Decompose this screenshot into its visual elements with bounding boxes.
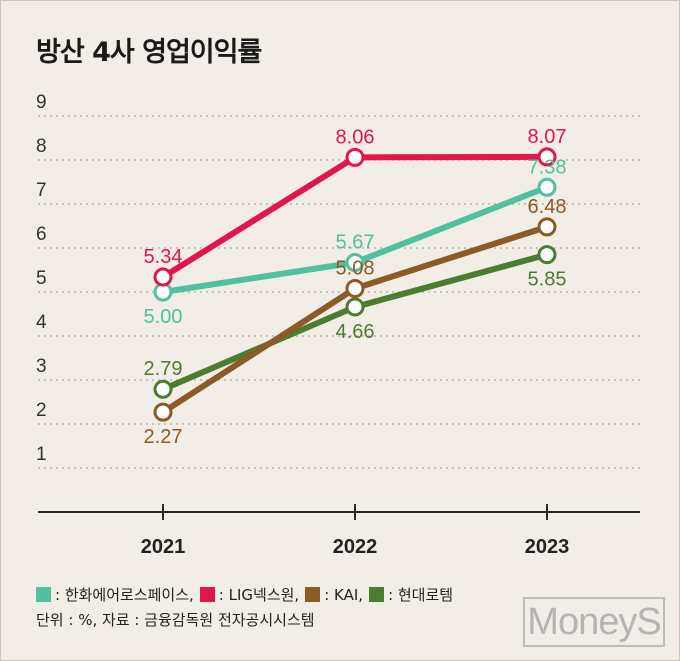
data-label-KAI-2023: 6.48 [528,196,567,218]
y-tick-label-8: 8 [36,136,47,157]
y-tick-label-1: 1 [36,444,47,465]
y-axis-ticks: 1 2 3 4 5 6 7 8 9 [36,92,47,465]
x-tick-label-2023: 2023 [525,536,570,558]
data-labels: 5.00 5.67 7.38 5.34 8.06 8.07 2.27 5.08 6.48 2.79… [144,126,567,448]
legend-swatch-lig [199,587,215,602]
y-tick-label-4: 4 [36,312,47,333]
data-point-현대로템-2022 [345,297,365,317]
legend: : 한화에어로스페이스, : LIG넥스원, : KAI, : 현대로템 [36,584,453,605]
legend-label-lig: : LIG넥스원, [218,586,300,604]
legend-swatch-hyundai [369,587,385,602]
y-tick-label-3: 3 [36,356,47,377]
data-label-KAI-2022: 5.08 [336,257,375,279]
legend-item-kai: : KAI, [305,586,363,604]
data-label-현대로템-2023: 5.85 [528,269,567,291]
legend-swatch-kai [305,587,321,602]
legend-label-hyundai: : 현대로템 [388,586,454,604]
data-label-현대로템-2021: 2.79 [144,358,183,380]
x-tick-label-2021: 2021 [141,536,186,558]
moneys-logo: MoneyS [523,597,665,647]
data-point-한화에어로스페이스-2022 [345,253,365,273]
y-tick-label-6: 6 [36,224,47,245]
data-label-KAI-2021: 2.27 [144,426,183,448]
x-axis-ticks: 2021 2022 2023 [141,504,570,558]
moneys-logo-text: MoneyS [527,600,661,643]
legend-swatch-hanwha [36,587,51,602]
y-tick-label-5: 5 [36,268,47,289]
data-point-현대로템-2021 [153,379,173,399]
y-tick-label-2: 2 [36,400,47,421]
data-point-KAI-2021 [153,402,173,422]
data-point-LIG넥스원-2023 [537,147,557,167]
data-label-한화에어로스페이스-2023: 7.38 [528,156,567,178]
legend-label-hanwha: : 한화에어로스페이스, [55,586,194,604]
chart-title: 방산 4사 영업이익률 [36,37,262,68]
data-point-LIG넥스원-2022 [345,147,365,167]
y-tick-label-9: 9 [36,92,47,113]
y-tick-label-7: 7 [36,180,47,201]
line-chart: 1 2 3 4 5 6 7 8 9 2021 2022 2023 5.00 5.67 7.38 5.34 8… [36,92,640,558]
legend-item-hanwha: : 한화에어로스페이스, [36,584,194,605]
data-point-한화에어로스페이스-2023 [537,177,557,197]
legend-item-lig: : LIG넥스원, [199,584,300,605]
data-label-한화에어로스페이스-2022: 5.67 [336,232,375,254]
legend-item-hyundai: : 현대로템 [369,584,453,605]
data-label-한화에어로스페이스-2021: 5.00 [144,306,183,328]
data-point-KAI-2023 [537,217,557,237]
source-note: 단위 : %, 자료 : 금융감독원 전자공시시스템 [36,611,315,629]
data-point-현대로템-2023 [537,245,557,265]
data-label-LIG넥스원-2022: 8.06 [336,126,375,148]
data-point-KAI-2022 [345,278,365,298]
data-label-LIG넥스원-2021: 5.34 [144,246,183,268]
data-point-LIG넥스원-2021 [153,267,173,287]
series-lines [153,147,557,422]
data-label-LIG넥스원-2023: 8.07 [528,126,567,148]
legend-label-kai: : KAI, [324,585,364,604]
x-tick-label-2022: 2022 [333,536,378,558]
grid-lines [38,115,640,469]
data-label-현대로템-2022: 4.66 [336,321,375,343]
